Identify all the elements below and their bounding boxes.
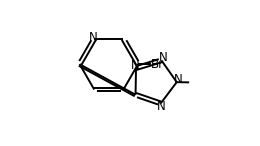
Text: N: N: [88, 31, 97, 44]
Text: N: N: [174, 73, 183, 86]
Text: N: N: [157, 100, 166, 113]
Text: N: N: [131, 59, 139, 72]
Text: N: N: [159, 51, 168, 64]
Text: Br: Br: [151, 58, 164, 71]
